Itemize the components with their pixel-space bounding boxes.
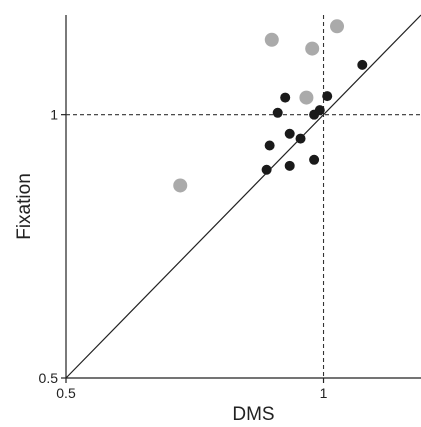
data-point-black [284,128,295,139]
x-tick-label: 1 [320,385,328,401]
data-point-gray [299,90,314,105]
data-point-gray [173,178,188,193]
data-point-gray [330,19,345,34]
data-point-black [295,133,306,144]
identity-diagonal-line [65,14,421,379]
data-point-black [309,109,320,120]
y-axis-label: Fixation [14,173,35,240]
y-tick-label: 0.5 [39,370,59,386]
x-tick-label: 0.5 [56,385,76,401]
data-point-black [309,154,320,165]
data-point-black [264,140,275,151]
data-point-gray [305,41,320,56]
data-point-black [261,164,272,175]
data-point-black [322,91,333,102]
y-tick-label: 1 [50,107,58,123]
data-point-black [272,107,283,118]
data-point-black [280,92,291,103]
data-point-black [284,160,295,171]
x-axis-label: DMS [232,404,274,425]
data-point-black [357,59,368,70]
data-point-gray [264,32,279,47]
